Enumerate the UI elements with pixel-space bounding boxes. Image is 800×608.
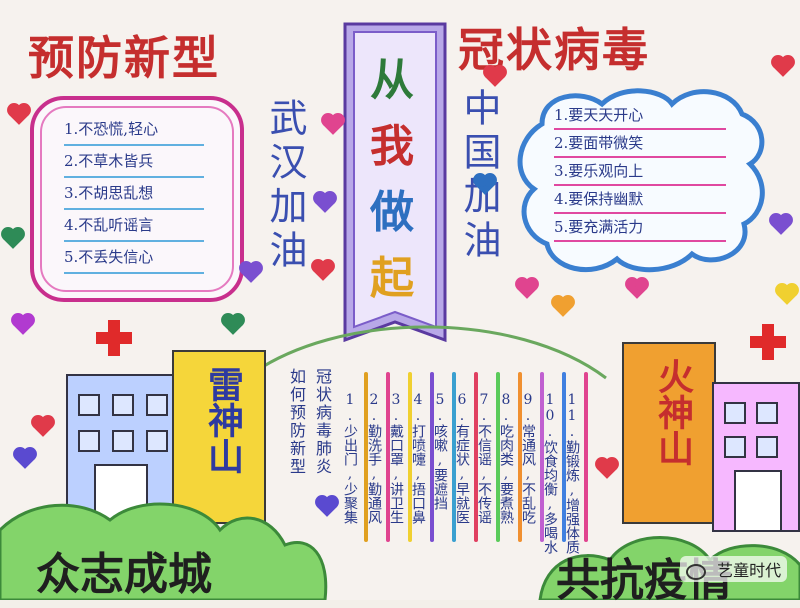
- window: [724, 436, 746, 458]
- watermark: 艺童时代: [680, 556, 788, 582]
- middle-heading-2: 冠状病毒肺炎: [313, 368, 332, 476]
- middle-list-item-1: 1.少出门,少聚集: [342, 392, 358, 524]
- middle-list-item-6: 6.有症状,早就医: [454, 392, 470, 524]
- window: [756, 402, 778, 424]
- right-list-box: 1.要天天开心 2.要面带微笑 3.要乐观向上 4.要保持幽默 5.要充满活力: [540, 102, 740, 242]
- bottom-hills: [0, 502, 800, 600]
- middle-list-item-11: 11.勤锻炼,增强体质: [564, 392, 580, 554]
- stripe: [584, 372, 588, 542]
- left-hospital-tower: 雷神山: [172, 350, 266, 524]
- right-hospital-cross: [750, 324, 786, 360]
- stripe: [430, 372, 434, 542]
- middle-heading-1: 如何预防新型: [287, 368, 306, 476]
- window: [146, 430, 168, 452]
- middle-list-item-2: 2.勤洗手,勤通风: [366, 392, 382, 524]
- slogan-left: 武汉加油: [263, 98, 307, 274]
- banner-char-3: 做: [370, 187, 414, 238]
- right-list-item-5: 5.要充满活力: [554, 214, 726, 242]
- right-cloud-frame: [517, 88, 765, 273]
- wechat-icon: [686, 563, 706, 580]
- stripe: [452, 372, 456, 542]
- window: [724, 402, 746, 424]
- middle-list-item-3: 3.戴口罩,讲卫生: [388, 392, 404, 524]
- window: [78, 394, 100, 416]
- stripe: [496, 372, 500, 542]
- middle-list-item-10: 10.饮食均衡,多喝水: [542, 392, 558, 554]
- stripe: [364, 372, 368, 542]
- bottom-slogan-left: 众志成城: [36, 549, 212, 600]
- right-hospital-name: 火神山: [652, 358, 693, 466]
- banner-char-4: 起: [370, 253, 414, 304]
- left-list-item-4: 4.不乱听谣言: [64, 210, 204, 242]
- door: [734, 470, 782, 532]
- middle-list-item-8: 8.吃肉类,要煮熟: [498, 392, 514, 524]
- window: [112, 394, 134, 416]
- middle-list-item-9: 9.常通风,不乱吃: [520, 392, 536, 524]
- middle-list-item-5: 5.咳嗽,要遮挡: [432, 392, 448, 510]
- title-left-text: 预防新型: [28, 31, 220, 85]
- left-hospital-cross: [96, 320, 132, 356]
- window: [756, 436, 778, 458]
- stripe: [386, 372, 390, 542]
- left-list-item-5: 5.不丢失信心: [64, 242, 204, 274]
- banner-char-1: 从: [370, 55, 414, 106]
- right-list-item-4: 4.要保持幽默: [554, 186, 726, 214]
- left-list-item-2: 2.不草木皆兵: [64, 146, 204, 178]
- title-left: 预防新型: [28, 22, 220, 88]
- right-list-item-2: 2.要面带微笑: [554, 130, 726, 158]
- window: [112, 430, 134, 452]
- stripe: [518, 372, 522, 542]
- left-list-item-3: 3.不胡思乱想: [64, 178, 204, 210]
- left-list-item-1: 1.不恐慌,轻心: [64, 114, 204, 146]
- right-hospital-tower: 火神山: [622, 342, 716, 524]
- banner-char-2: 我: [370, 121, 414, 172]
- green-arc: [245, 325, 607, 380]
- left-hospital-name: 雷神山: [202, 366, 243, 474]
- right-list-item-3: 3.要乐观向上: [554, 158, 726, 186]
- stripe: [562, 372, 566, 542]
- watermark-text: 艺童时代: [717, 561, 782, 580]
- window: [146, 394, 168, 416]
- left-list-box: 1.不恐慌,轻心 2.不草木皆兵 3.不胡思乱想 4.不乱听谣言 5.不丢失信心: [30, 96, 244, 302]
- middle-list-item-4: 4.打喷嚏,捂口鼻: [410, 392, 426, 524]
- middle-list-item-7: 7.不信谣,不传谣: [476, 392, 492, 524]
- stripe: [474, 372, 478, 542]
- stripe: [540, 372, 544, 542]
- stripe: [408, 372, 412, 542]
- right-hospital-main: [712, 382, 800, 532]
- window: [78, 430, 100, 452]
- right-list-item-1: 1.要天天开心: [554, 102, 726, 130]
- banner-ribbon: [343, 22, 447, 343]
